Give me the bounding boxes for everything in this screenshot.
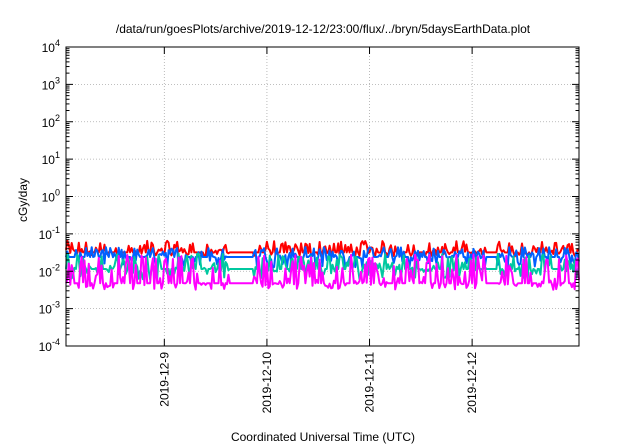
y-axis-label: cGy/day <box>16 178 30 222</box>
series-group <box>65 239 580 291</box>
x-axis-label: Coordinated Universal Time (UTC) <box>231 430 415 444</box>
x-tick-label: 2019-12-12 <box>465 352 479 414</box>
series-line-1 <box>65 239 580 258</box>
x-tick-label: 2019-12-9 <box>157 352 171 407</box>
x-axis: 2019-12-9 2019-12-10 2019-12-11 2019-12-12 <box>157 47 479 413</box>
plot-frame <box>65 46 580 347</box>
y-axis: 10-4 10-3 10-2 10-1 100 101 102 103 104 <box>39 38 579 354</box>
series-line-2 <box>65 246 580 270</box>
y-tick-label: 103 <box>42 75 60 92</box>
y-tick-label: 10-2 <box>39 262 60 279</box>
y-tick-label: 101 <box>42 150 60 167</box>
chart-title: /data/run/goesPlots/archive/2019-12-12/2… <box>116 22 531 36</box>
y-tick-label: 10-1 <box>39 225 60 242</box>
series-line-4 <box>65 253 580 291</box>
y-tick-label: 10-4 <box>39 337 60 354</box>
x-tick-label: 2019-12-10 <box>260 352 274 414</box>
y-tick-label: 10-3 <box>39 300 60 317</box>
y-tick-label: 104 <box>42 38 60 55</box>
grid-lines <box>66 47 579 346</box>
x-tick-label: 2019-12-11 <box>363 352 377 413</box>
y-tick-label: 100 <box>42 188 60 205</box>
y-tick-label: 102 <box>42 113 60 130</box>
